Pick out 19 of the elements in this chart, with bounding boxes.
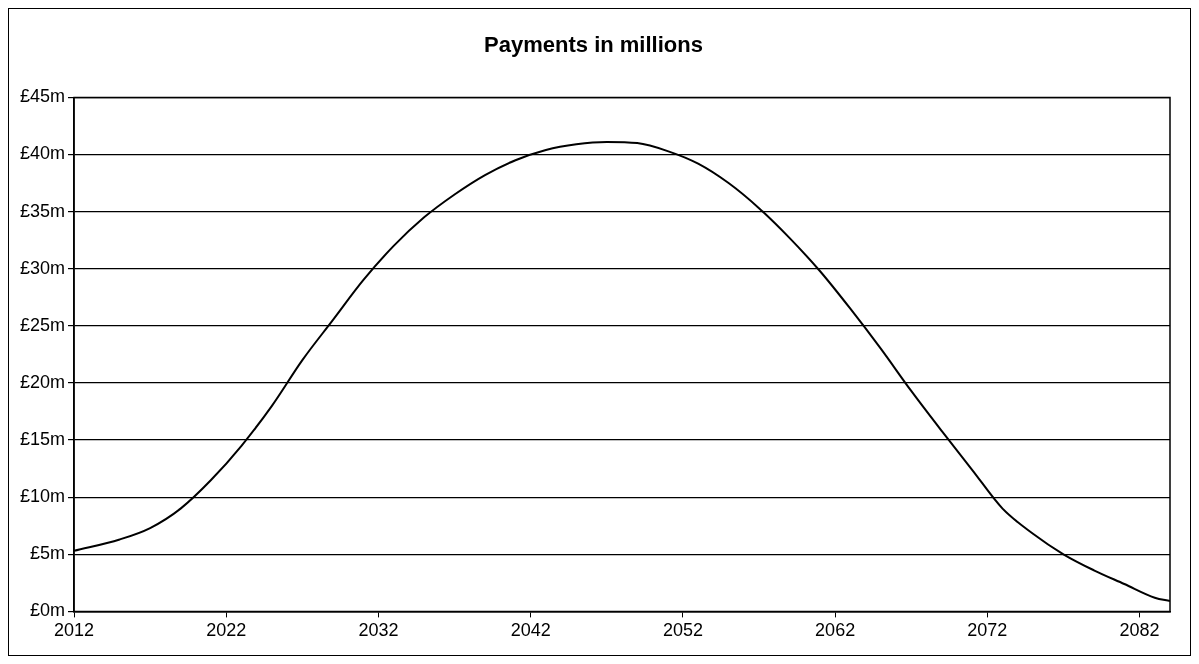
- y-tick-label: £0m: [30, 600, 66, 621]
- y-tick-label: £25m: [20, 314, 66, 335]
- x-tick-label: 2042: [510, 620, 551, 641]
- x-tick-label: 2062: [815, 620, 856, 641]
- chart-title: Payments in millions: [484, 32, 703, 58]
- y-tick-label: £40m: [20, 143, 66, 164]
- x-tick-label: 2052: [662, 620, 703, 641]
- y-tick-label: £20m: [20, 371, 66, 392]
- y-tick-label: £10m: [20, 486, 66, 507]
- y-tick-label: £45m: [20, 86, 66, 107]
- x-tick-label: 2022: [206, 620, 247, 641]
- x-tick-label: 2032: [358, 620, 399, 641]
- y-tick-label: £30m: [20, 257, 66, 278]
- y-tick-label: £5m: [30, 543, 66, 564]
- y-tick-label: £35m: [20, 200, 66, 221]
- y-tick-label: £15m: [20, 429, 66, 450]
- x-tick-label: 2072: [967, 620, 1008, 641]
- x-tick-label: 2082: [1119, 620, 1160, 641]
- x-tick-label: 2012: [54, 620, 95, 641]
